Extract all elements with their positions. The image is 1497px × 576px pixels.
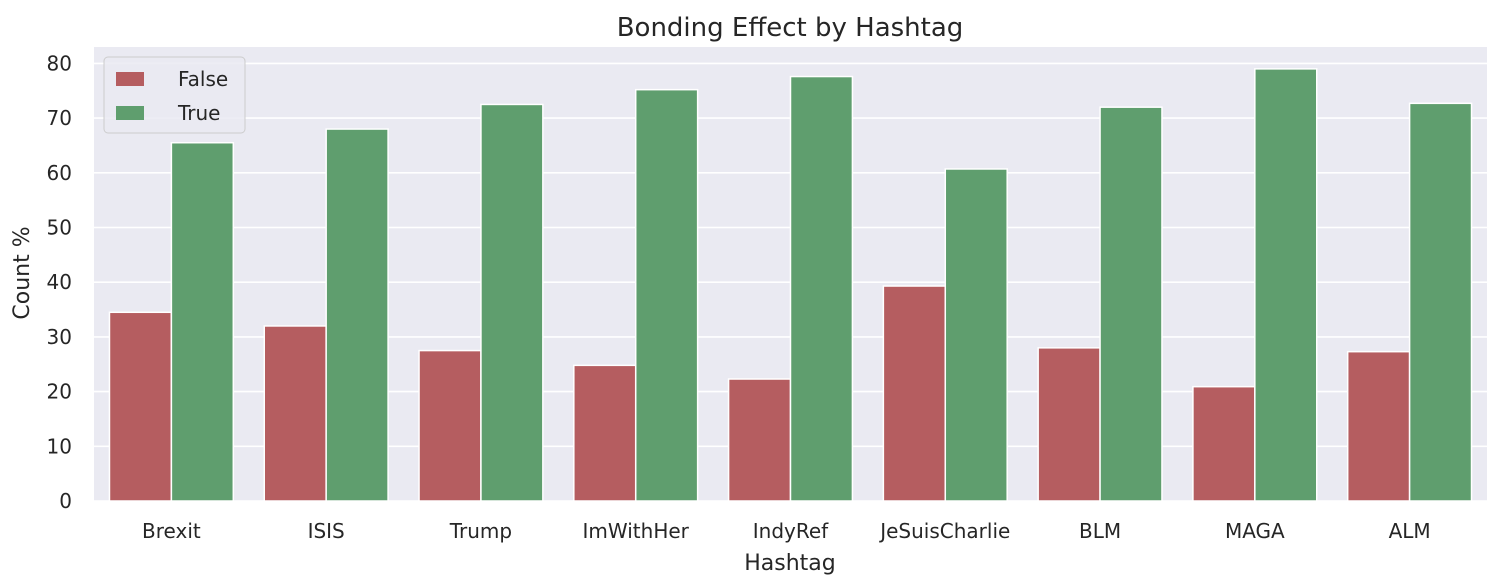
legend-label-true: True — [177, 101, 220, 125]
y-axis-label: Count % — [10, 226, 35, 319]
y-tick-label: 70 — [47, 106, 72, 130]
y-axis: 0 10 20 30 40 50 60 70 80 — [47, 51, 72, 513]
bar-true-trump — [480, 103, 544, 502]
bar-false-isis — [263, 325, 327, 502]
bar-false-blm — [1037, 347, 1101, 502]
bar-false-imwithher — [573, 364, 637, 502]
x-tick-label: ImWithHer — [583, 519, 690, 543]
x-tick-label: Brexit — [142, 519, 201, 543]
y-tick-label: 10 — [47, 434, 72, 458]
y-tick-label: 60 — [47, 161, 72, 185]
legend-swatch-false — [116, 72, 144, 86]
legend-swatch-true — [116, 106, 144, 120]
x-tick-label: MAGA — [1225, 519, 1285, 543]
bar-false-maga — [1192, 385, 1256, 502]
x-tick-label: JeSuisCharlie — [878, 519, 1010, 543]
y-tick-label: 0 — [59, 489, 72, 513]
x-tick-label: IndyRef — [753, 519, 829, 543]
y-tick-label: 40 — [47, 270, 72, 294]
chart-title: Bonding Effect by Hashtag — [617, 13, 964, 43]
x-tick-label: ISIS — [308, 519, 345, 543]
y-tick-label: 20 — [47, 380, 72, 404]
y-tick-label: 50 — [47, 216, 72, 240]
bar-false-alm — [1346, 350, 1411, 502]
bar-true-isis — [325, 128, 389, 502]
bar-true-indyref — [789, 75, 854, 502]
bar-true-blm — [1099, 106, 1163, 502]
x-tick-label: ALM — [1389, 519, 1431, 543]
y-tick-label: 30 — [47, 325, 72, 349]
legend-label-false: False — [178, 67, 228, 91]
bar-false-jesuischarlie — [882, 285, 947, 502]
bar-false-indyref — [727, 378, 792, 502]
legend: False True — [103, 56, 246, 134]
x-axis: Brexit ISIS Trump ImWithHer IndyRef JeSuisCha… — [142, 519, 1431, 543]
bar-true-imwithher — [634, 88, 699, 502]
bar-true-brexit — [170, 141, 235, 502]
y-tick-label: 80 — [47, 51, 72, 75]
x-tick-label: Trump — [449, 519, 512, 543]
x-tick-label: BLM — [1079, 519, 1121, 543]
bar-false-brexit — [108, 311, 173, 502]
bar-true-maga — [1254, 68, 1318, 502]
bar-true-jesuischarlie — [944, 168, 1008, 502]
bar-false-trump — [418, 349, 482, 502]
bar-true-alm — [1408, 102, 1473, 502]
bars — [108, 68, 1473, 502]
x-axis-label: Hashtag — [744, 551, 836, 576]
